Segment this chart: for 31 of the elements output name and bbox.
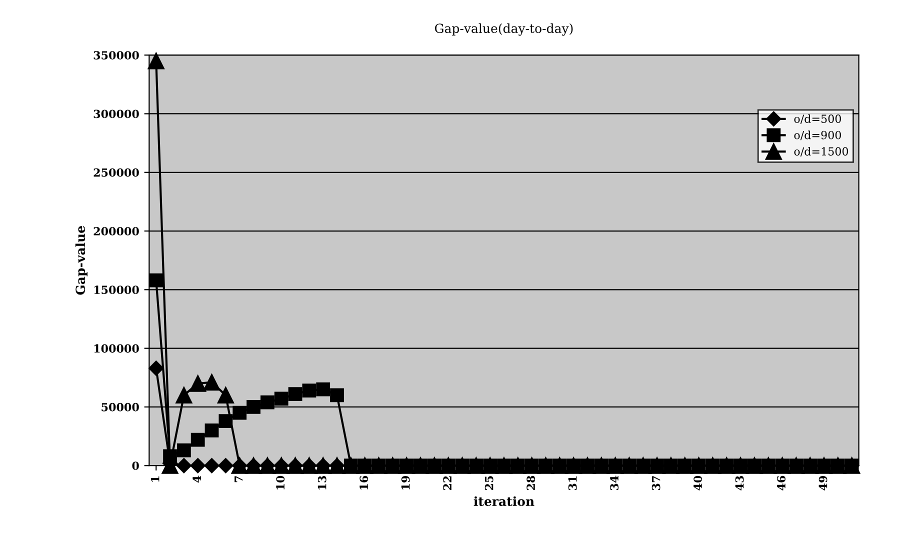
y-tick-label: 250000 (94, 168, 139, 177)
legend-label: o/d=500 (794, 114, 841, 124)
x-tick-label: 16 (360, 476, 368, 490)
x-tick-label: 10 (276, 476, 285, 490)
legend-label: o/d=900 (794, 130, 841, 140)
y-tick-label: 100000 (94, 344, 139, 353)
x-tick-label: 19 (401, 476, 410, 490)
x-tick-label: 28 (526, 476, 536, 490)
legend-label: o/d=1500 (794, 146, 848, 156)
x-tick-label: 31 (568, 476, 577, 490)
x-axis-title: iteration (474, 496, 534, 506)
y-tick-label: 350000 (94, 51, 139, 60)
x-tick-label: 25 (484, 476, 494, 490)
y-axis-title: Gap-value (75, 226, 88, 295)
x-tick-label: 49 (818, 476, 828, 490)
x-tick-label: 43 (735, 476, 744, 490)
x-tick-label: 34 (610, 476, 619, 490)
x-tick-label: 13 (318, 476, 326, 490)
y-tick-label: 0 (132, 462, 139, 470)
x-tick-label: 46 (777, 476, 786, 490)
x-tick-label: 7 (234, 476, 243, 482)
x-tick-label: 40 (694, 476, 702, 490)
y-tick-label: 300000 (94, 110, 139, 118)
y-tick-label: 200000 (94, 227, 139, 236)
chart-title: Gap-value(day-to-day) (434, 23, 573, 36)
y-tick-label: 50000 (102, 402, 139, 412)
x-tick-label: 37 (652, 476, 660, 490)
x-tick-label: 4 (192, 476, 201, 483)
y-tick-label: 150000 (94, 286, 139, 294)
x-tick-label: 1 (150, 476, 160, 482)
x-tick-label: 22 (443, 476, 452, 490)
